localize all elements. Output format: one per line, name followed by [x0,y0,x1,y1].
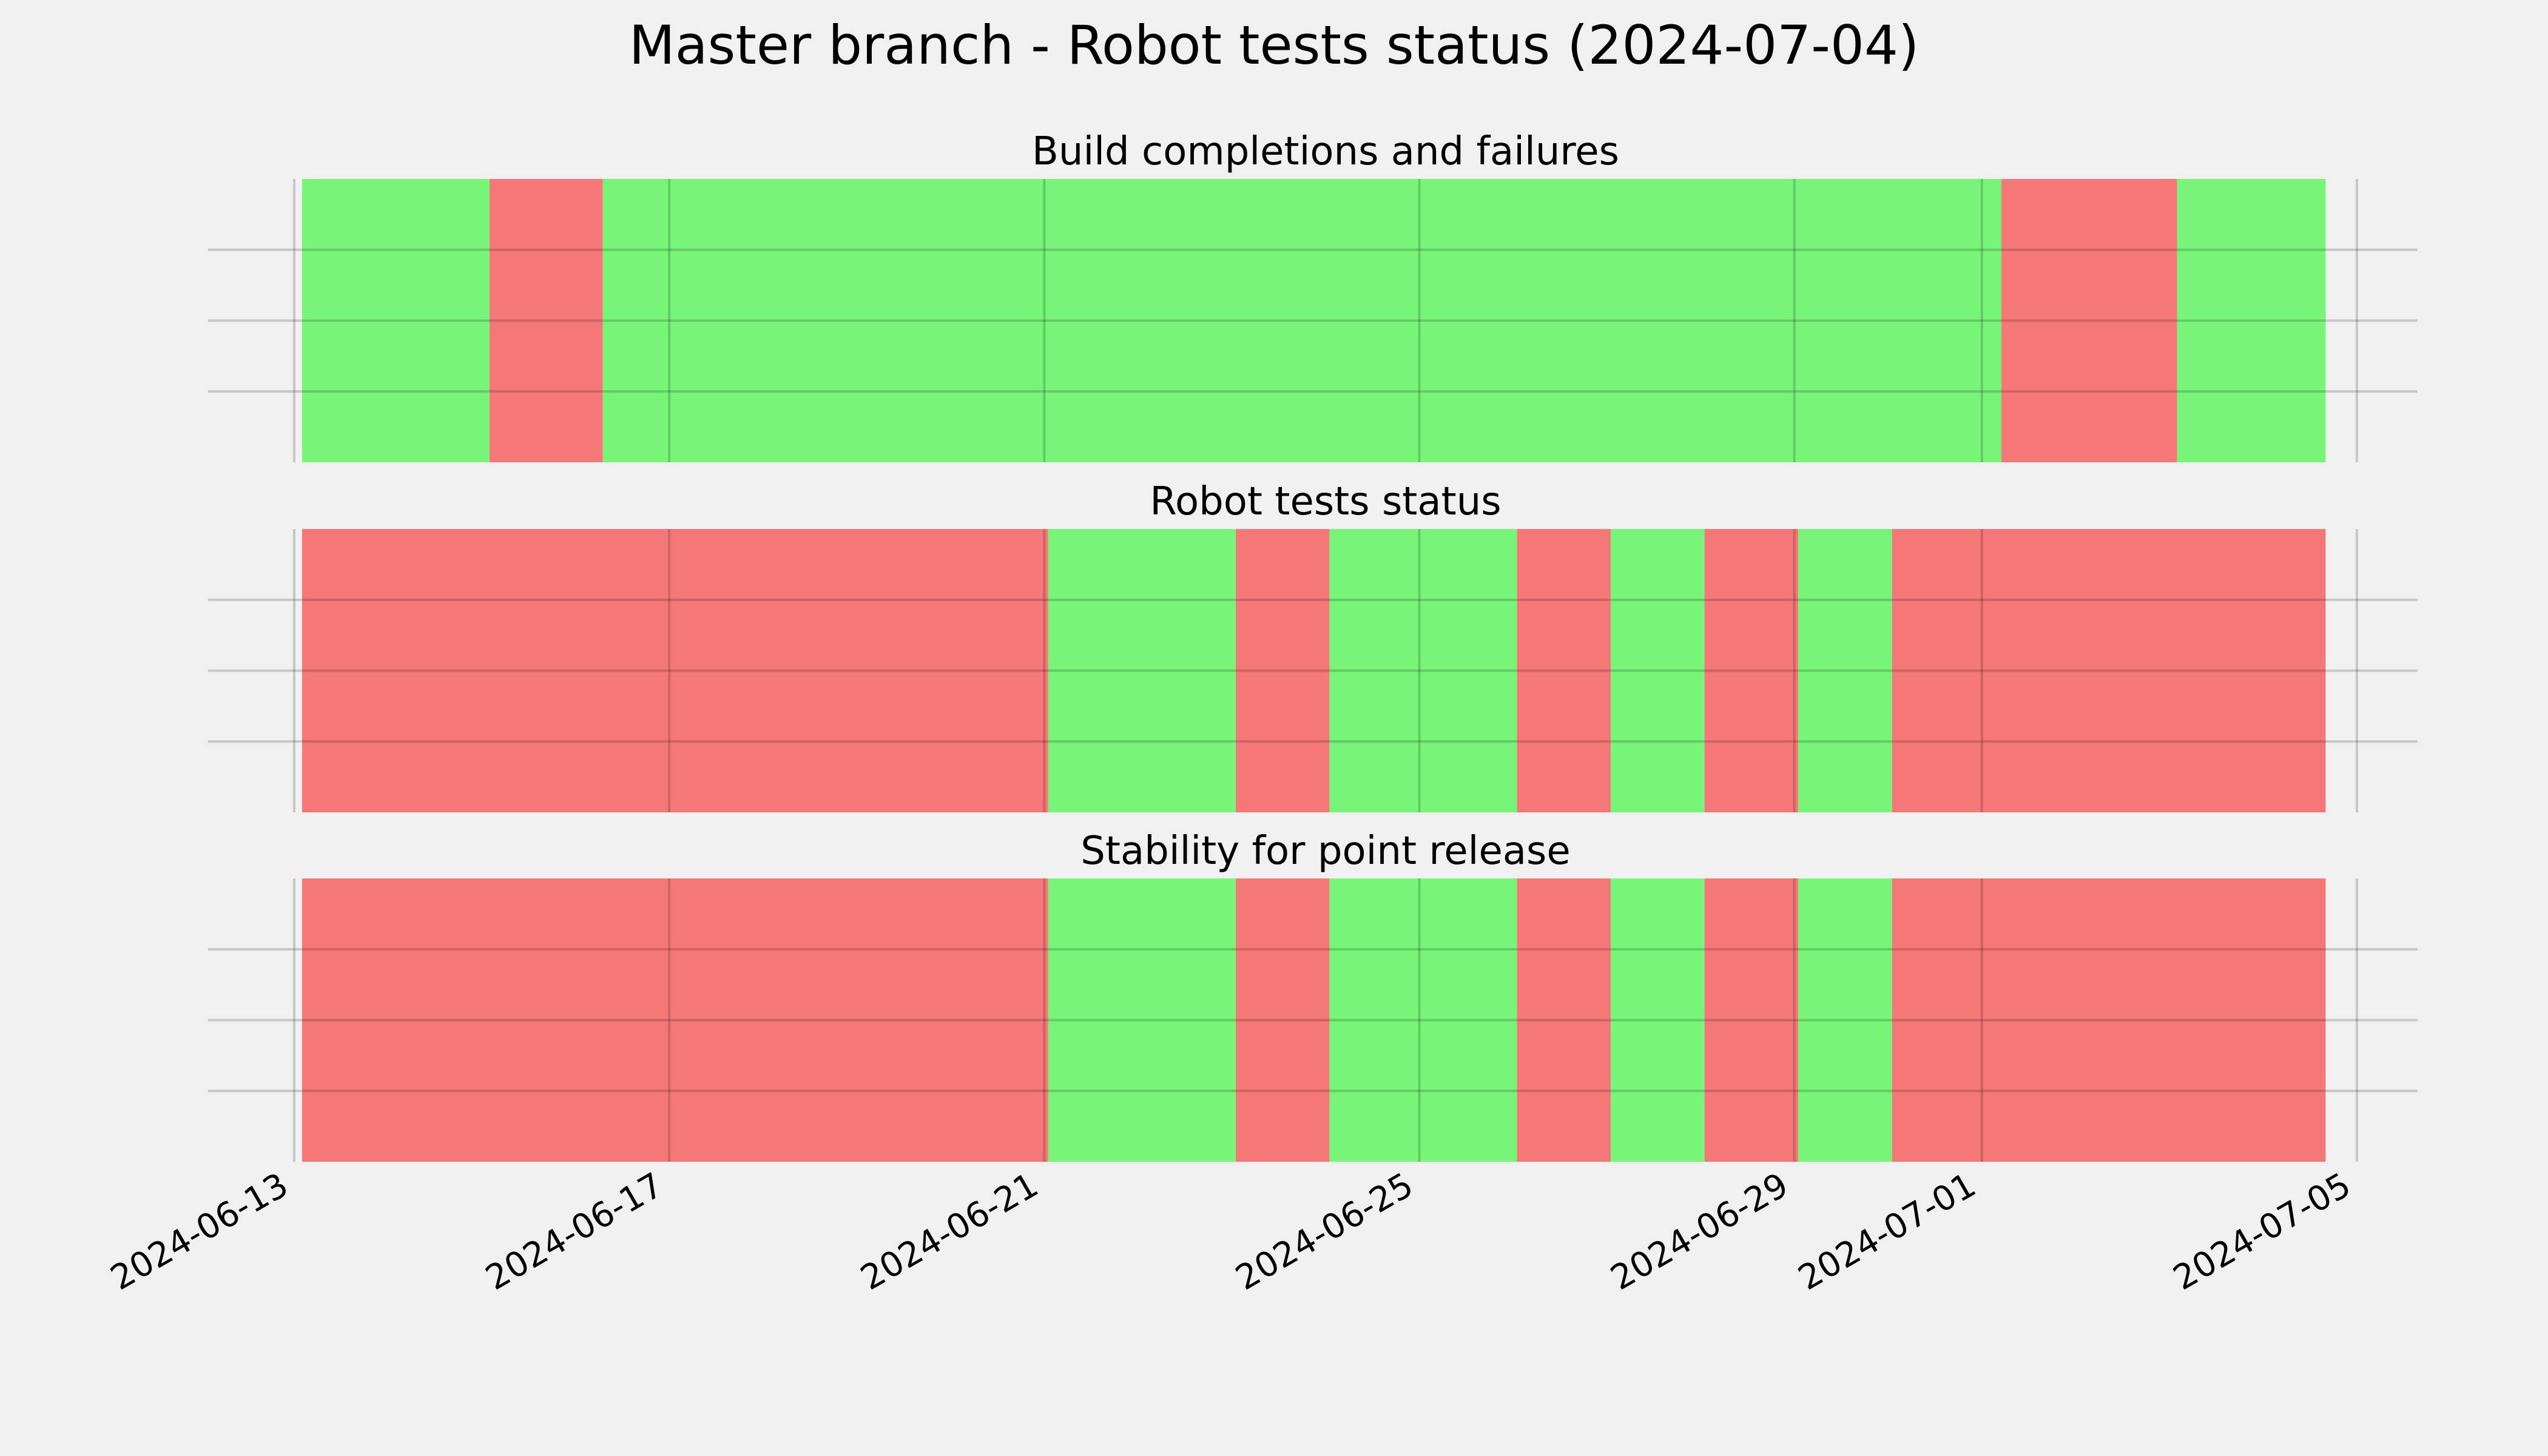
panels: Build completions and failures Robot test… [208,129,2418,1162]
chart-title: Master branch - Robot tests status (2024… [629,14,1919,76]
panel-title: Stability for point release [1080,829,1571,874]
segment-fail [1235,529,1330,812]
segment-fail [1704,529,1799,812]
segment-fail [1704,878,1799,1162]
segment-pass [1048,529,1236,812]
segment-fail [1235,878,1330,1162]
segment-fail [302,529,1048,812]
segment-pass [1798,529,1892,812]
segment-fail [489,179,603,462]
segment-pass [602,179,2002,462]
segment-pass [1048,878,1236,1162]
segment-pass [1611,529,1705,812]
panel-1: Build completions and failures [208,129,2418,462]
panel-3: Stability for point release [208,829,2418,1162]
segment-fail [1517,878,1611,1162]
segment-fail [1517,529,1611,812]
segment-pass [1798,878,1892,1162]
segment-pass [1611,878,1705,1162]
segment-fail [302,878,1048,1162]
segment-fail [2001,179,2177,462]
segment-pass [2177,179,2326,462]
panel-2: Robot tests status [208,479,2418,812]
segment-pass [1329,529,1517,812]
segment-fail [1892,529,2326,812]
panel-title: Build completions and failures [1032,129,1619,174]
panel-title: Robot tests status [1150,479,1501,524]
segment-fail [1892,878,2326,1162]
segment-pass [302,179,490,462]
segment-pass [1329,878,1517,1162]
